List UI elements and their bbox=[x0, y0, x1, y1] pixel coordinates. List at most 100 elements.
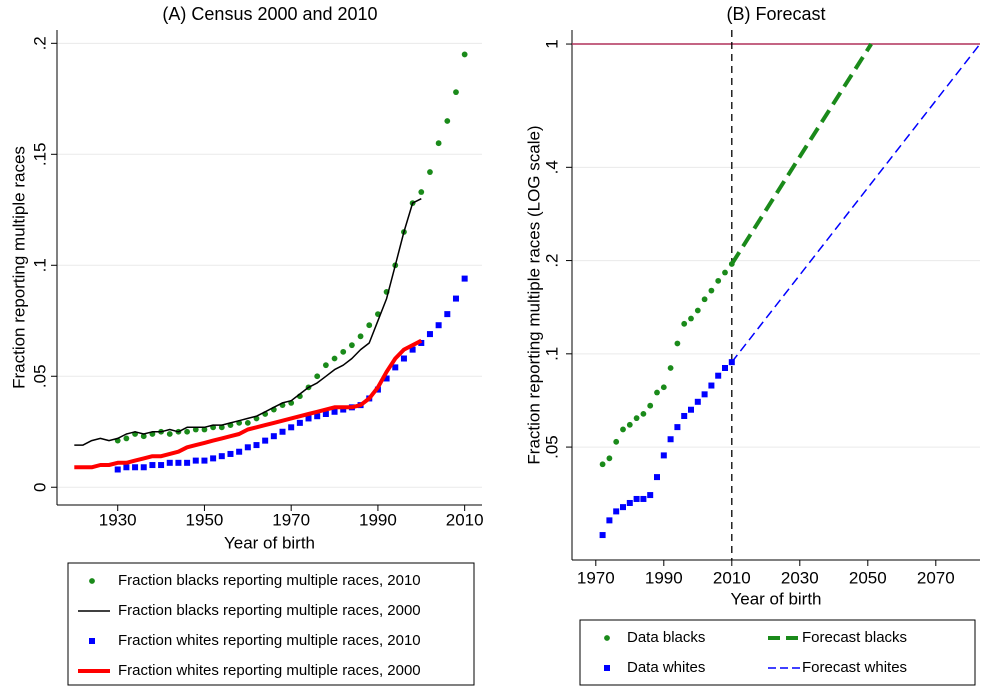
data-point bbox=[331, 408, 338, 415]
x-axis-title: Year of birth bbox=[224, 533, 315, 552]
data-point bbox=[633, 415, 640, 422]
data-point bbox=[184, 428, 191, 435]
data-point bbox=[340, 348, 347, 355]
data-point bbox=[244, 444, 251, 451]
data-point bbox=[681, 320, 688, 327]
y-tick-label: .05 bbox=[542, 435, 561, 459]
data-point bbox=[166, 431, 173, 437]
data-point bbox=[262, 437, 269, 444]
data-point bbox=[667, 365, 674, 371]
data-point bbox=[599, 532, 606, 539]
data-point bbox=[184, 459, 191, 466]
data-point bbox=[722, 364, 728, 371]
data-point bbox=[694, 307, 701, 314]
legend-label: Data whites bbox=[627, 659, 705, 676]
data-point bbox=[123, 435, 130, 442]
data-point bbox=[435, 322, 442, 329]
data-point bbox=[728, 359, 735, 366]
data-point bbox=[701, 296, 708, 303]
x-tick-label: 2010 bbox=[713, 568, 751, 587]
data-point bbox=[192, 426, 199, 433]
y-tick-label: .15 bbox=[30, 142, 49, 166]
data-point bbox=[452, 295, 459, 302]
data-point bbox=[305, 415, 312, 422]
data-point bbox=[640, 495, 647, 502]
data-point bbox=[681, 412, 688, 419]
data-point bbox=[314, 413, 321, 420]
data-point bbox=[218, 424, 225, 431]
data-point bbox=[654, 389, 660, 396]
data-point bbox=[461, 275, 468, 282]
y-tick-label: .2 bbox=[30, 36, 49, 50]
x-tick-label: 1990 bbox=[645, 568, 683, 587]
data-point bbox=[218, 453, 225, 460]
data-point bbox=[418, 189, 425, 195]
legend-label: Forecast whites bbox=[802, 659, 907, 676]
legend-marker bbox=[604, 665, 610, 671]
data-point bbox=[660, 384, 667, 391]
y-tick-label: .4 bbox=[542, 160, 561, 174]
data-point bbox=[620, 426, 626, 433]
data-point bbox=[192, 457, 199, 464]
data-point bbox=[140, 433, 147, 440]
data-line bbox=[730, 42, 873, 266]
data-point bbox=[708, 287, 715, 294]
data-point bbox=[688, 406, 694, 413]
data-point bbox=[453, 89, 459, 96]
data-point bbox=[400, 355, 407, 362]
data-point bbox=[620, 504, 626, 511]
y-axis-title: Fraction reporting multiple races (LOG s… bbox=[524, 125, 543, 464]
data-point bbox=[427, 169, 433, 175]
y-axis-title: Fraction reporting multiple races bbox=[9, 146, 28, 389]
data-point bbox=[688, 315, 694, 322]
legend-box bbox=[579, 619, 976, 686]
data-point bbox=[715, 277, 722, 284]
data-point bbox=[640, 410, 647, 417]
data-point bbox=[201, 426, 208, 433]
legend-box bbox=[67, 562, 475, 686]
x-tick-label: 2070 bbox=[917, 568, 955, 587]
data-point bbox=[357, 333, 364, 340]
data-point bbox=[626, 421, 633, 428]
y-tick-label: .05 bbox=[30, 364, 49, 388]
data-point bbox=[383, 375, 390, 382]
data-point bbox=[599, 461, 606, 468]
data-point bbox=[244, 419, 251, 426]
data-point bbox=[426, 331, 433, 338]
data-point bbox=[322, 362, 329, 369]
data-point bbox=[613, 508, 620, 515]
data-point bbox=[694, 398, 701, 405]
data-point bbox=[418, 339, 425, 346]
data-point bbox=[123, 464, 130, 471]
data-point bbox=[348, 342, 355, 349]
data-point bbox=[444, 311, 451, 318]
data-point bbox=[409, 346, 416, 353]
data-line bbox=[731, 43, 981, 363]
data-point bbox=[606, 517, 613, 524]
data-point bbox=[708, 382, 715, 389]
y-tick-label: .1 bbox=[30, 258, 49, 272]
x-axis-title: Year of birth bbox=[730, 589, 821, 608]
y-tick-label: 0 bbox=[30, 483, 49, 492]
data-point bbox=[175, 459, 182, 466]
data-point bbox=[296, 419, 303, 426]
chart-title: (A) Census 2000 and 2010 bbox=[162, 4, 377, 24]
data-point bbox=[392, 364, 399, 371]
data-line bbox=[74, 198, 422, 446]
x-tick-label: 1970 bbox=[272, 510, 310, 529]
data-point bbox=[166, 459, 173, 466]
x-tick-label: 2030 bbox=[781, 568, 819, 587]
data-point bbox=[114, 466, 121, 473]
x-tick-label: 1990 bbox=[359, 510, 397, 529]
data-point bbox=[626, 499, 633, 506]
data-point bbox=[647, 492, 654, 499]
x-tick-label: 2010 bbox=[446, 510, 484, 529]
data-point bbox=[701, 391, 708, 398]
data-point bbox=[236, 448, 243, 455]
data-point bbox=[633, 495, 640, 502]
data-point bbox=[322, 410, 329, 417]
data-point bbox=[674, 424, 681, 431]
y-tick-label: 1 bbox=[542, 39, 561, 48]
data-point bbox=[647, 402, 654, 409]
data-point bbox=[270, 433, 277, 440]
